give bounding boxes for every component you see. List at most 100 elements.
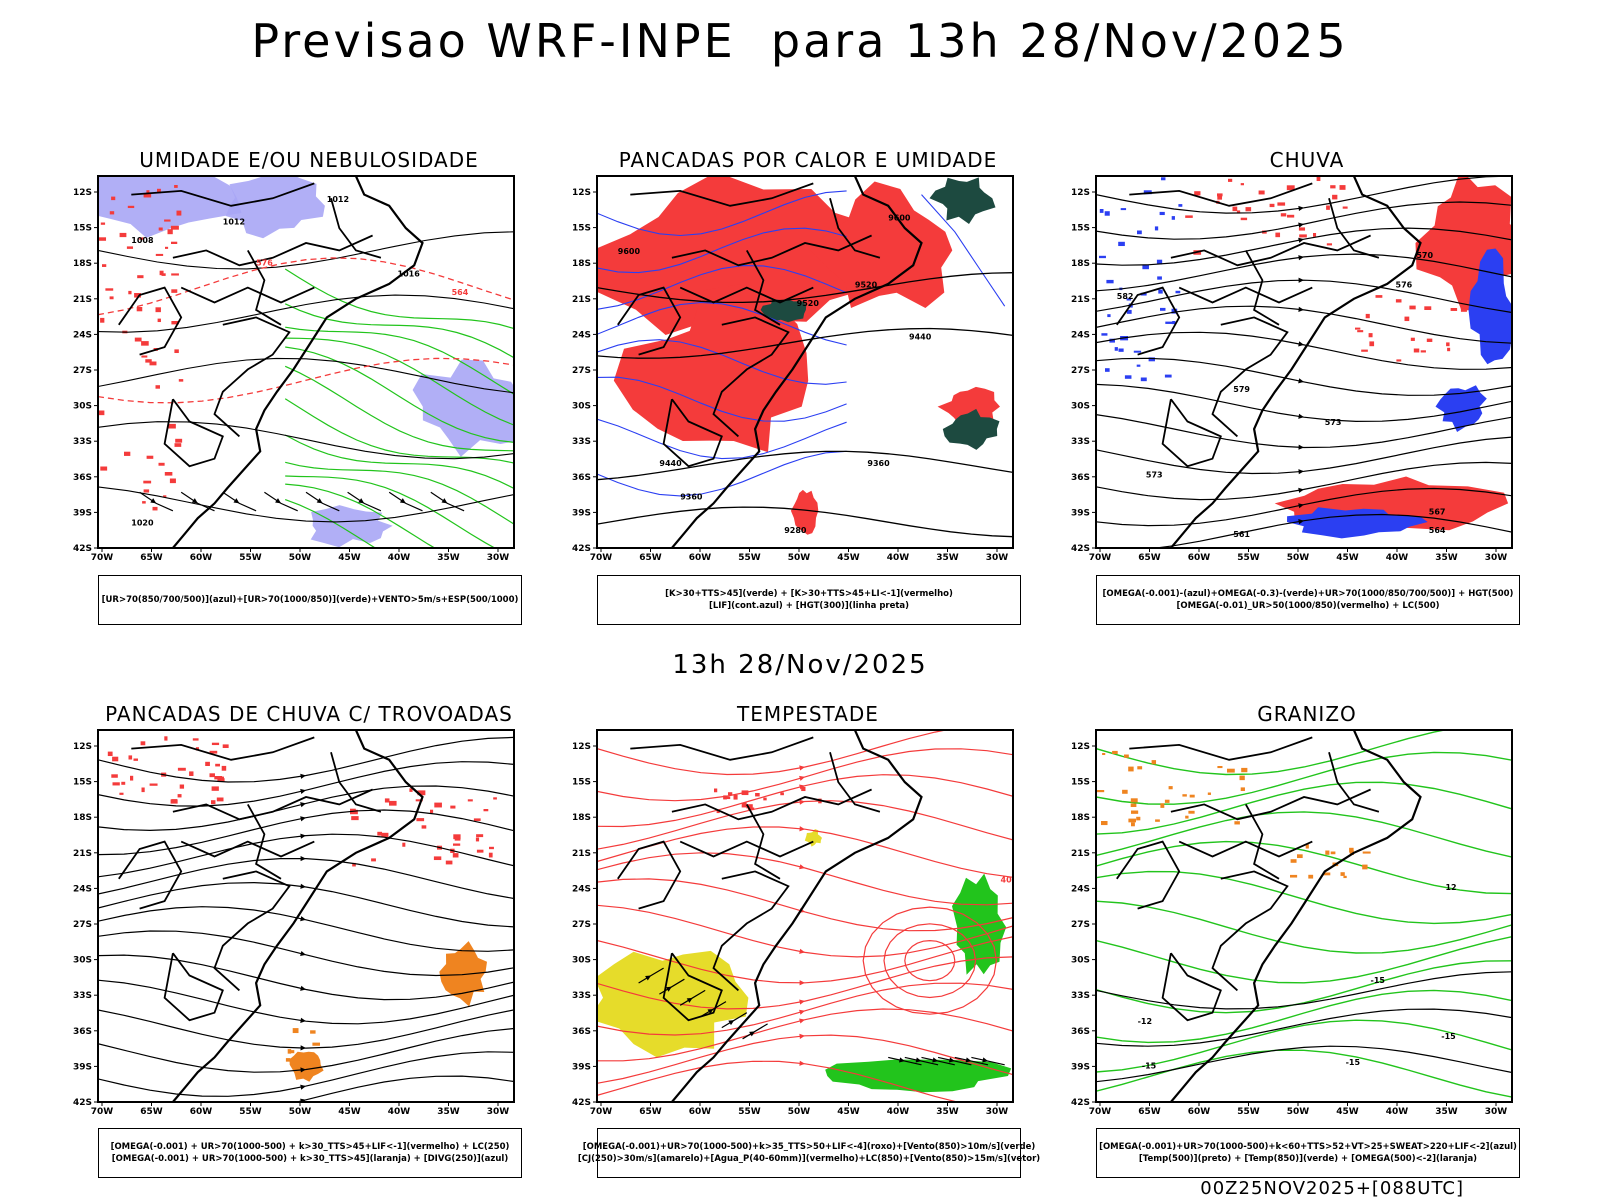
lat-tick-label: 15S [572, 778, 591, 788]
lon-tick-label: 45W [1336, 1107, 1359, 1117]
state-border [213, 316, 291, 438]
streamline [98, 1051, 514, 1097]
thickness-contour-red [145, 359, 152, 363]
lon-tick-label: 65W [140, 553, 163, 563]
omega-speckle-orange [1101, 821, 1108, 826]
lon-tick-label: 30W [487, 553, 510, 563]
thunder-speckle-red [488, 852, 493, 858]
state-border [712, 316, 790, 438]
thickness-contour-red [149, 361, 157, 366]
thickness-contour-red [155, 253, 164, 256]
omega-speckle-orange [1340, 872, 1345, 876]
streamline-head [1298, 237, 1304, 243]
lat-tick-label: 15S [1071, 224, 1090, 234]
thickness-contour-red [163, 495, 167, 498]
water-speckle-red [780, 792, 784, 796]
lon-tick-label: 70W [1089, 1107, 1112, 1117]
state-border [1170, 234, 1371, 267]
lat-tick-label: 42S [572, 544, 591, 554]
streamline-head [1298, 487, 1304, 493]
streamline-head [300, 816, 306, 822]
rain-speckle-blue [1160, 307, 1166, 311]
lat-tick-label: 33S [73, 437, 92, 447]
rain-speckle-red [1217, 193, 1223, 197]
rain-speckle-blue [1143, 190, 1152, 195]
humidity-area-blue [98, 176, 242, 238]
rain-speckle-red [1375, 295, 1383, 298]
thunder-speckle-orange [296, 1073, 301, 1076]
contour-label: 1016 [398, 269, 421, 278]
contour-label: 9520 [797, 299, 820, 308]
streamline-head [300, 1067, 306, 1073]
lat-tick-label: 27S [572, 920, 591, 930]
streamline [1096, 176, 1512, 214]
water-speckle-red [723, 796, 731, 800]
thickness-contour-red [157, 318, 161, 323]
lon-tick-label: 50W [1287, 1107, 1310, 1117]
state-border [163, 398, 224, 468]
thunder-speckle-red [177, 767, 186, 771]
wind-vector [904, 1056, 939, 1066]
lat-tick-label: 18S [1071, 813, 1090, 823]
temperature-850-contour-green [1096, 751, 1512, 805]
coastline [172, 176, 424, 548]
convective-area-red [810, 181, 953, 308]
contour-label: 1012 [327, 195, 349, 204]
thunder-speckle-red [402, 842, 406, 847]
panel-title-umidade: UMIDADE E/OU NEBULOSIDADE [139, 148, 479, 172]
lat-tick-label: 18S [572, 259, 591, 269]
wind-vector-head [728, 1020, 735, 1026]
thunder-speckle-red [381, 832, 389, 838]
plot-frame [97, 729, 515, 1103]
thickness-contour-red [128, 290, 132, 295]
thunder-speckle-orange [309, 1057, 316, 1061]
rain-speckle-red [1240, 217, 1248, 221]
panel-title-granizo: GRANIZO [1257, 702, 1357, 726]
thickness-contour-red [126, 246, 134, 249]
thickness-contour-red [171, 289, 178, 293]
lat-tick-label: 30S [572, 956, 591, 966]
rain-speckle-red [1280, 213, 1287, 217]
lon-tick-label: 55W [738, 553, 761, 563]
state-border [1116, 840, 1181, 910]
streamline [98, 906, 514, 952]
wind-vector-head [932, 1057, 939, 1063]
lon-tick-label: 40W [887, 553, 910, 563]
thunder-speckle-red [421, 825, 427, 829]
rain-speckle-blue [1161, 177, 1166, 181]
lat-tick-label: 15S [572, 224, 591, 234]
omega-speckle-orange [1128, 818, 1137, 823]
rain-speckle-red [1286, 185, 1295, 191]
state-border [671, 788, 872, 821]
thickness-contour-red [109, 211, 115, 215]
rain-speckle-red [1232, 206, 1238, 212]
rain-speckle-blue [1118, 348, 1124, 352]
coastline [172, 730, 424, 1102]
contour-label: 573 [1325, 418, 1342, 427]
jet-stream-area-yellow [804, 829, 822, 847]
streamline [1096, 305, 1512, 344]
rain-speckle-red [1420, 350, 1426, 353]
state-border [118, 286, 183, 356]
lat-tick-label: 21S [73, 295, 92, 305]
thickness-contour-red [100, 466, 108, 471]
cyclone-contour-red [904, 939, 956, 982]
omega-speckle-orange [1136, 816, 1141, 821]
water-speckle-red [728, 792, 733, 796]
rain-speckle-red [1339, 185, 1346, 190]
plot-layer [98, 730, 514, 1102]
streamline-red [597, 904, 1013, 958]
state-border [1161, 398, 1222, 468]
rain-speckle-blue [1101, 333, 1108, 336]
thunder-speckle-red [133, 758, 138, 761]
streamline-red [597, 1008, 1013, 1062]
coastline [671, 730, 923, 1102]
thunder-speckle-red [409, 788, 413, 792]
lon-tick-label: 70W [91, 553, 114, 563]
contour-label: -15 [1441, 1032, 1456, 1041]
lat-tick-label: 30S [1071, 956, 1090, 966]
omega-speckle-orange [1185, 815, 1189, 819]
rain-speckle-red [1332, 194, 1338, 200]
state-border [712, 870, 790, 992]
rain-speckle-blue [1142, 264, 1149, 270]
